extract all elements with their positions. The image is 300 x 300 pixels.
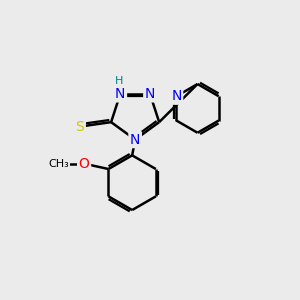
Text: N: N [171,89,182,103]
Text: CH₃: CH₃ [48,159,69,169]
Text: S: S [76,120,84,134]
Text: H: H [115,76,123,86]
Text: N: N [115,87,125,101]
Text: N: N [145,87,155,101]
Text: O: O [79,157,90,171]
Text: N: N [130,133,140,147]
